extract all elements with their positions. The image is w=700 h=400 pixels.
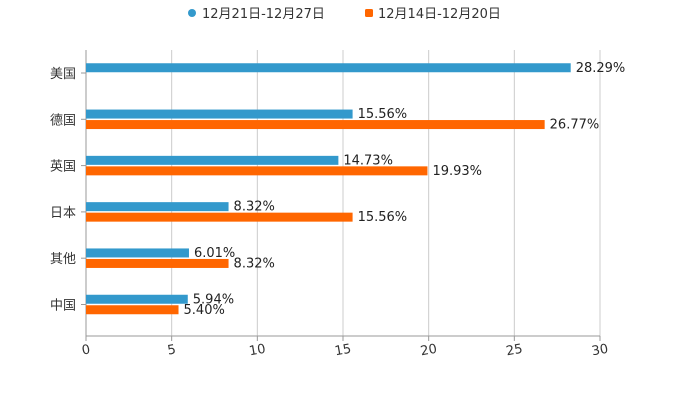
category-label: 德国 xyxy=(50,113,76,128)
gridlines xyxy=(85,50,601,341)
axes xyxy=(81,50,600,337)
data-label-series-1: 14.73% xyxy=(343,153,393,168)
data-label-series-2: 15.56% xyxy=(358,210,408,225)
data-label-series-2: 26.77% xyxy=(550,118,600,133)
category-label: 日本 xyxy=(50,206,76,221)
bar-series-2[interactable] xyxy=(86,258,229,268)
data-label-series-1: 6.01% xyxy=(194,246,235,261)
bar-series-2[interactable] xyxy=(86,305,179,315)
bar-series-1[interactable] xyxy=(86,109,353,119)
category-label: 其他 xyxy=(50,252,76,267)
x-tick-label: 15 xyxy=(334,342,353,360)
bar-series-1[interactable] xyxy=(86,294,188,304)
data-label-series-2: 8.32% xyxy=(234,256,275,271)
data-label-series-2: 19.93% xyxy=(432,164,482,179)
data-label-series-1: 8.32% xyxy=(234,200,275,215)
x-tick-label: 20 xyxy=(419,342,438,360)
legend-marker-series-1[interactable] xyxy=(188,9,196,17)
category-label: 中国 xyxy=(50,299,76,314)
legend-label-series-1[interactable]: 12月21日-12月27日 xyxy=(202,7,325,22)
x-tick-label: 5 xyxy=(166,342,177,358)
bar-series-1[interactable] xyxy=(86,155,339,165)
bar-series-1[interactable] xyxy=(86,63,571,73)
tick-labels: 0 5 10 15 20 25 30 xyxy=(81,342,610,360)
category-label: 英国 xyxy=(50,160,76,175)
x-tick-label: 0 xyxy=(81,342,92,358)
x-tick-label: 10 xyxy=(248,342,267,360)
data-label-series-1: 15.56% xyxy=(358,107,408,122)
bars xyxy=(86,63,571,315)
bar-series-1[interactable] xyxy=(86,202,229,212)
data-label-series-1: 28.29% xyxy=(576,61,626,76)
legend: 12月21日-12月27日 12月14日-12月20日 xyxy=(188,7,501,22)
x-tick-label: 30 xyxy=(591,342,610,360)
category-label: 美国 xyxy=(50,67,76,82)
bar-series-2[interactable] xyxy=(86,166,428,176)
bar-series-1[interactable] xyxy=(86,248,189,258)
legend-marker-series-2[interactable] xyxy=(365,9,373,17)
bar-series-2[interactable] xyxy=(86,120,545,130)
data-label-series-2: 5.40% xyxy=(184,303,225,318)
legend-label-series-2[interactable]: 12月14日-12月20日 xyxy=(378,7,501,22)
x-tick-label: 25 xyxy=(505,342,524,360)
data-label-series-1: 5.94% xyxy=(193,292,234,307)
data-labels: 28.29% 15.56% 26.77% 14.73% 19.93% 8.32% 15.56… xyxy=(184,61,626,318)
bar-series-2[interactable] xyxy=(86,212,353,222)
